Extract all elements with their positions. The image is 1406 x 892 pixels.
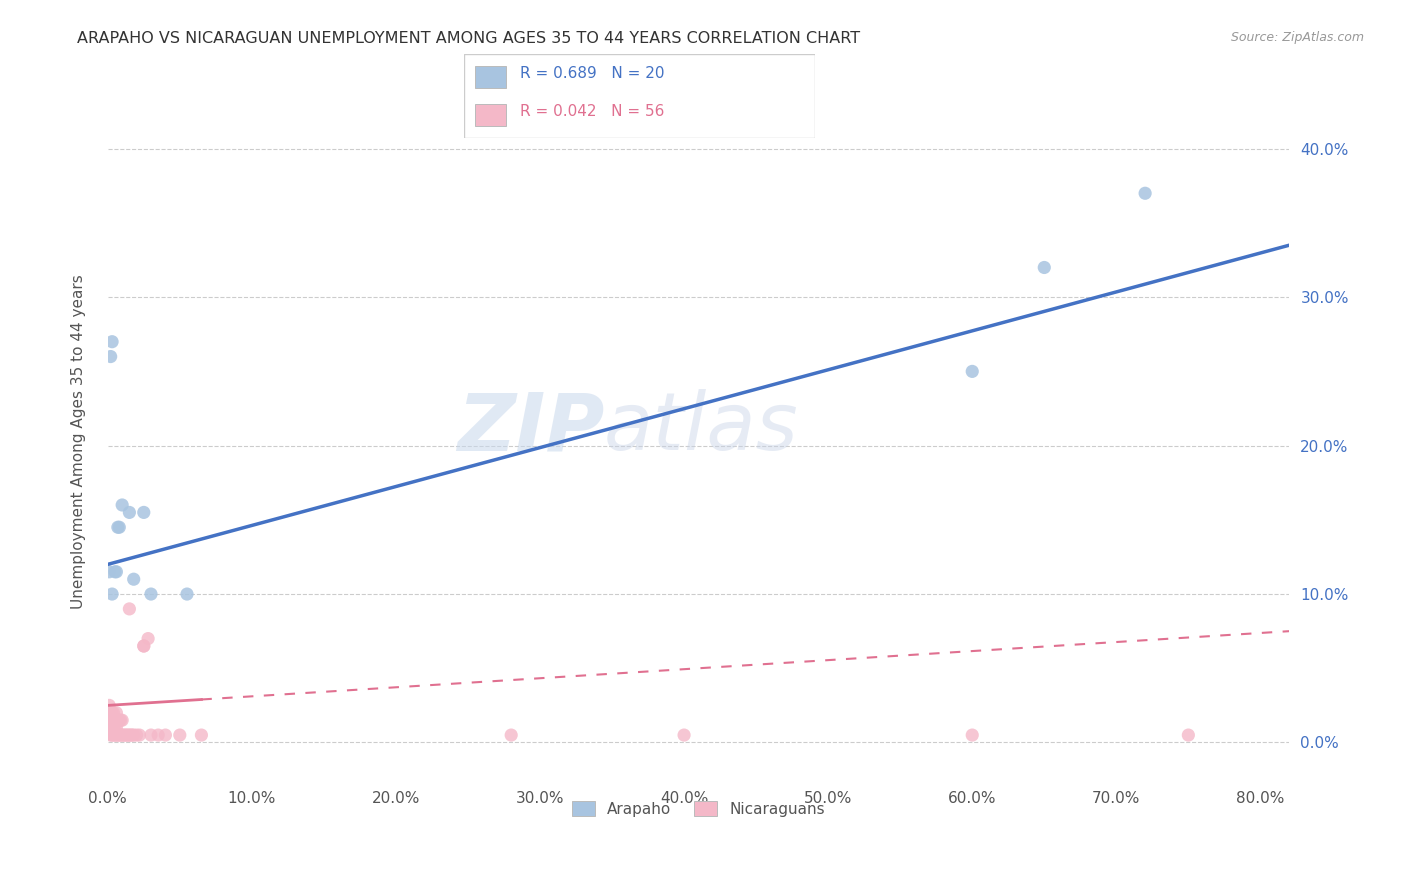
Point bbox=[98, 713, 121, 727]
Point bbox=[111, 713, 134, 727]
Point bbox=[107, 520, 129, 534]
Point bbox=[105, 565, 128, 579]
Point bbox=[122, 572, 145, 586]
Point bbox=[101, 728, 124, 742]
Point bbox=[122, 728, 145, 742]
Point bbox=[132, 505, 155, 519]
Point bbox=[1177, 728, 1199, 742]
Point bbox=[121, 728, 143, 742]
Y-axis label: Unemployment Among Ages 35 to 44 years: Unemployment Among Ages 35 to 44 years bbox=[72, 275, 86, 609]
Point bbox=[104, 721, 127, 735]
Text: Source: ZipAtlas.com: Source: ZipAtlas.com bbox=[1230, 31, 1364, 45]
Point bbox=[117, 728, 139, 742]
Point bbox=[1033, 260, 1056, 275]
Point bbox=[105, 728, 128, 742]
Point bbox=[501, 728, 523, 742]
Point bbox=[100, 706, 122, 720]
Text: ZIP: ZIP bbox=[457, 390, 605, 467]
Point bbox=[104, 713, 127, 727]
Point bbox=[110, 728, 132, 742]
Point bbox=[103, 706, 125, 720]
Point bbox=[103, 713, 125, 727]
Point bbox=[1133, 186, 1156, 201]
Point bbox=[103, 728, 125, 742]
Legend: Arapaho, Nicaraguans: Arapaho, Nicaraguans bbox=[565, 795, 831, 822]
Point bbox=[108, 728, 131, 742]
Text: atlas: atlas bbox=[605, 390, 799, 467]
Point bbox=[155, 728, 177, 742]
Point bbox=[136, 632, 159, 646]
Point bbox=[101, 721, 124, 735]
Point bbox=[107, 713, 129, 727]
Point bbox=[960, 728, 983, 742]
Point bbox=[98, 565, 121, 579]
Point bbox=[139, 728, 162, 742]
Point bbox=[105, 721, 128, 735]
Point bbox=[120, 728, 142, 742]
Point bbox=[107, 728, 129, 742]
Point bbox=[111, 728, 134, 742]
Point bbox=[101, 587, 124, 601]
Point bbox=[98, 706, 121, 720]
Point bbox=[101, 706, 124, 720]
Point bbox=[118, 505, 141, 519]
FancyBboxPatch shape bbox=[475, 66, 506, 88]
Point bbox=[111, 498, 134, 512]
Point bbox=[100, 721, 122, 735]
Point bbox=[132, 639, 155, 653]
Point bbox=[132, 639, 155, 653]
Text: R = 0.689   N = 20: R = 0.689 N = 20 bbox=[520, 66, 665, 81]
Point bbox=[104, 565, 127, 579]
Point bbox=[169, 728, 191, 742]
Point bbox=[128, 728, 150, 742]
Point bbox=[103, 721, 125, 735]
Point bbox=[139, 587, 162, 601]
Text: ARAPAHO VS NICARAGUAN UNEMPLOYMENT AMONG AGES 35 TO 44 YEARS CORRELATION CHART: ARAPAHO VS NICARAGUAN UNEMPLOYMENT AMONG… bbox=[77, 31, 860, 46]
Point bbox=[114, 728, 136, 742]
Point bbox=[118, 728, 141, 742]
Point bbox=[190, 728, 212, 742]
Point bbox=[108, 713, 131, 727]
Point bbox=[125, 728, 148, 742]
Point bbox=[105, 706, 128, 720]
Point bbox=[98, 698, 121, 713]
Point bbox=[673, 728, 696, 742]
Text: R = 0.042   N = 56: R = 0.042 N = 56 bbox=[520, 103, 665, 119]
Point bbox=[100, 728, 122, 742]
Point bbox=[101, 334, 124, 349]
Point bbox=[101, 713, 124, 727]
Point bbox=[108, 520, 131, 534]
Point bbox=[148, 728, 170, 742]
FancyBboxPatch shape bbox=[475, 103, 506, 126]
Point bbox=[100, 350, 122, 364]
Point bbox=[112, 728, 135, 742]
FancyBboxPatch shape bbox=[464, 54, 815, 138]
Point bbox=[115, 728, 138, 742]
Point bbox=[104, 728, 127, 742]
Point bbox=[960, 364, 983, 378]
Point bbox=[176, 587, 198, 601]
Point bbox=[100, 713, 122, 727]
Point bbox=[98, 721, 121, 735]
Point bbox=[110, 713, 132, 727]
Point bbox=[118, 602, 141, 616]
